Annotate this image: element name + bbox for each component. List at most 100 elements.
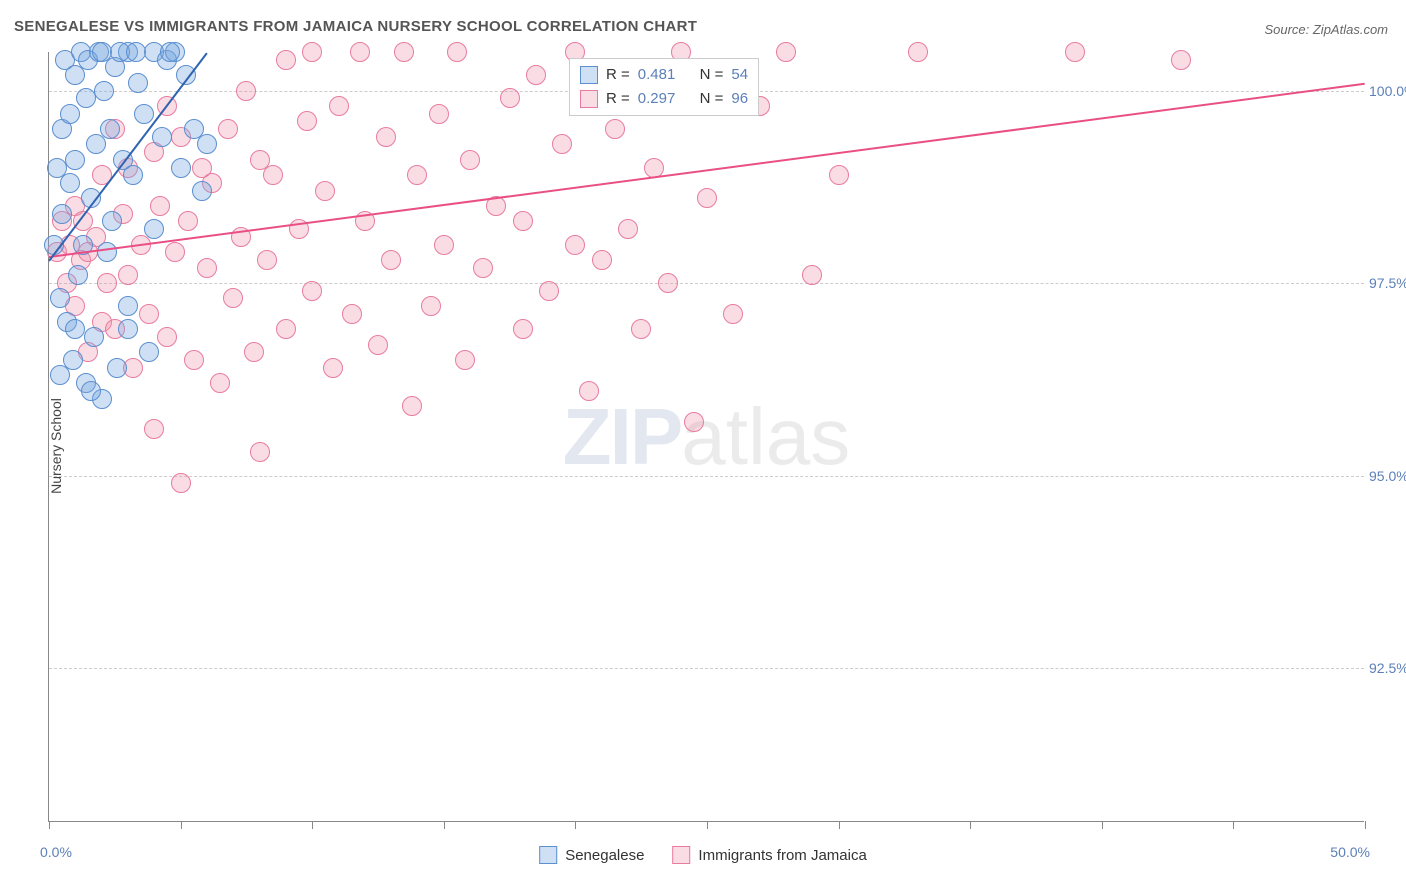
data-point-series2 — [592, 250, 612, 270]
data-point-series2 — [244, 342, 264, 362]
data-point-series2 — [908, 42, 928, 62]
data-point-series2 — [315, 181, 335, 201]
data-point-series2 — [276, 319, 296, 339]
data-point-series2 — [171, 473, 191, 493]
data-point-series2 — [526, 65, 546, 85]
data-point-series1 — [92, 42, 112, 62]
data-point-series2 — [539, 281, 559, 301]
data-point-series1 — [100, 119, 120, 139]
data-point-series1 — [60, 104, 80, 124]
data-point-series1 — [139, 342, 159, 362]
data-point-series1 — [118, 296, 138, 316]
x-axis-min-label: 0.0% — [40, 844, 72, 860]
data-point-series1 — [50, 365, 70, 385]
data-point-series2 — [394, 42, 414, 62]
data-point-series2 — [579, 381, 599, 401]
data-point-series2 — [802, 265, 822, 285]
data-point-series2 — [776, 42, 796, 62]
data-point-series2 — [236, 81, 256, 101]
data-point-series2 — [460, 150, 480, 170]
data-point-series2 — [197, 258, 217, 278]
bottom-legend: Senegalese Immigrants from Jamaica — [539, 846, 867, 864]
data-point-series2 — [618, 219, 638, 239]
data-point-series2 — [139, 304, 159, 324]
legend-item-series2: Immigrants from Jamaica — [672, 846, 866, 864]
data-point-series2 — [150, 196, 170, 216]
gridline — [49, 668, 1364, 669]
data-point-series2 — [257, 250, 277, 270]
data-point-series2 — [381, 250, 401, 270]
data-point-series1 — [65, 150, 85, 170]
data-point-series1 — [97, 242, 117, 262]
data-point-series1 — [76, 88, 96, 108]
x-tick — [1365, 821, 1366, 829]
plot-area: ZIPatlas 92.5%95.0%97.5%100.0%R =0.481 N… — [48, 52, 1364, 822]
data-point-series2 — [421, 296, 441, 316]
data-point-series2 — [552, 134, 572, 154]
x-tick — [1102, 821, 1103, 829]
data-point-series1 — [134, 104, 154, 124]
x-tick — [444, 821, 445, 829]
data-point-series2 — [97, 273, 117, 293]
data-point-series2 — [1171, 50, 1191, 70]
y-tick-label: 97.5% — [1369, 275, 1406, 291]
legend-label-series1: Senegalese — [565, 847, 644, 864]
data-point-series1 — [60, 173, 80, 193]
data-point-series1 — [123, 165, 143, 185]
n-value: 96 — [731, 87, 748, 111]
data-point-series2 — [829, 165, 849, 185]
stats-swatch — [580, 90, 598, 108]
data-point-series1 — [102, 211, 122, 231]
data-point-series2 — [447, 42, 467, 62]
data-point-series2 — [513, 319, 533, 339]
legend-item-series1: Senegalese — [539, 846, 644, 864]
x-tick — [839, 821, 840, 829]
data-point-series2 — [223, 288, 243, 308]
data-point-series2 — [144, 419, 164, 439]
data-point-series2 — [276, 50, 296, 70]
data-point-series2 — [513, 211, 533, 231]
stats-legend: R =0.481 N =54R = 0.297 N = 96 — [569, 58, 759, 116]
data-point-series1 — [94, 81, 114, 101]
gridline — [49, 476, 1364, 477]
data-point-series2 — [1065, 42, 1085, 62]
data-point-series2 — [697, 188, 717, 208]
x-axis-max-label: 50.0% — [1330, 844, 1370, 860]
n-label: N = — [700, 63, 724, 87]
data-point-series2 — [302, 281, 322, 301]
data-point-series2 — [473, 258, 493, 278]
x-tick — [575, 821, 576, 829]
data-point-series2 — [178, 211, 198, 231]
data-point-series2 — [297, 111, 317, 131]
data-point-series2 — [434, 235, 454, 255]
n-label: N = — [700, 87, 724, 111]
stats-row: R =0.481 N =54 — [580, 63, 748, 87]
r-label: R = — [606, 63, 630, 87]
data-point-series2 — [342, 304, 362, 324]
data-point-series2 — [218, 119, 238, 139]
data-point-series2 — [500, 88, 520, 108]
y-tick-label: 95.0% — [1369, 468, 1406, 484]
data-point-series2 — [368, 335, 388, 355]
data-point-series1 — [50, 288, 70, 308]
data-point-series2 — [455, 350, 475, 370]
stats-swatch — [580, 66, 598, 84]
x-tick — [312, 821, 313, 829]
data-point-series2 — [684, 412, 704, 432]
data-point-series2 — [605, 119, 625, 139]
data-point-series2 — [263, 165, 283, 185]
r-value: 0.297 — [638, 87, 676, 111]
data-point-series2 — [376, 127, 396, 147]
data-point-series2 — [658, 273, 678, 293]
x-tick — [707, 821, 708, 829]
chart-title: SENEGALESE VS IMMIGRANTS FROM JAMAICA NU… — [14, 18, 697, 35]
r-label: R = — [606, 87, 630, 111]
data-point-series2 — [157, 327, 177, 347]
data-point-series1 — [52, 204, 72, 224]
data-point-series1 — [68, 265, 88, 285]
watermark-atlas: atlas — [681, 392, 850, 481]
data-point-series2 — [165, 242, 185, 262]
data-point-series2 — [402, 396, 422, 416]
data-point-series2 — [350, 42, 370, 62]
watermark: ZIPatlas — [563, 391, 850, 483]
